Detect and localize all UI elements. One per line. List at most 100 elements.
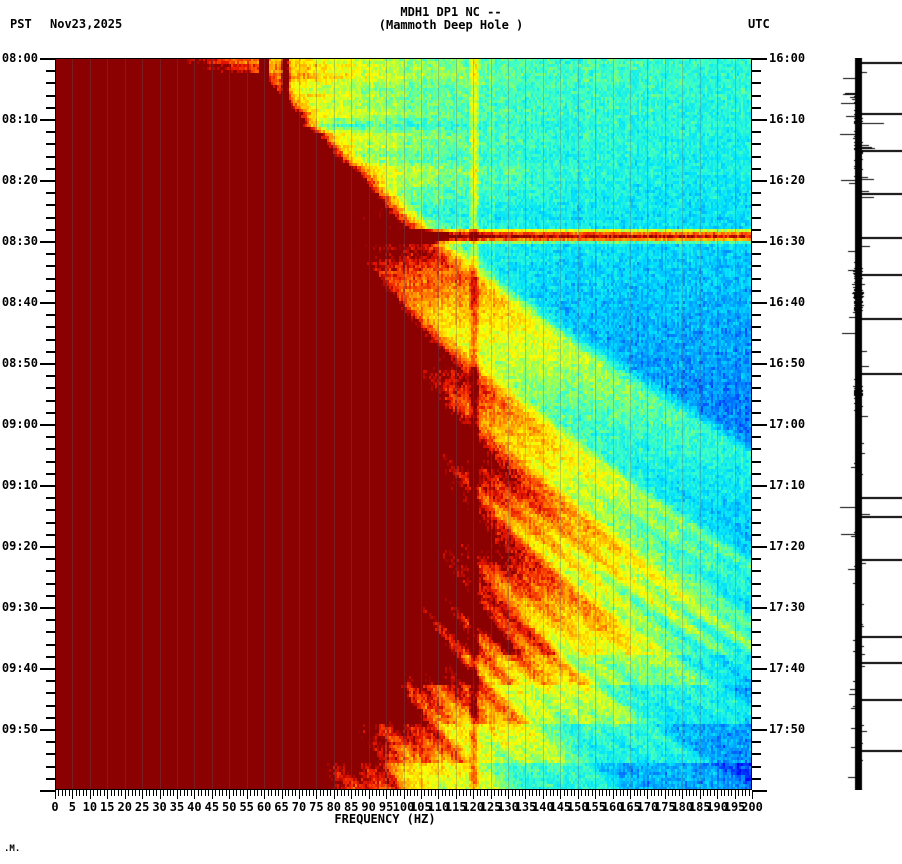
freq-minor-tick: [494, 790, 495, 796]
time-minor-tick-left: [46, 339, 55, 341]
time-minor-tick-right: [752, 497, 761, 499]
time-minor-tick-left: [46, 509, 55, 511]
freq-major-tick: [90, 790, 91, 799]
time-minor-tick-left: [46, 619, 55, 621]
freq-minor-tick: [574, 790, 575, 796]
freq-minor-tick: [128, 790, 129, 796]
freq-label-50: 50: [222, 800, 237, 814]
time-major-tick-left: [40, 424, 55, 426]
time-minor-tick-right: [752, 265, 761, 267]
freq-minor-tick: [644, 790, 645, 796]
freq-minor-tick: [146, 790, 147, 796]
freq-minor-tick: [355, 790, 356, 796]
freq-minor-tick: [724, 790, 725, 796]
freq-minor-tick: [397, 790, 398, 796]
freq-major-tick: [212, 790, 213, 799]
freq-label-70: 70: [291, 800, 307, 814]
time-minor-tick-right: [752, 70, 761, 72]
freq-minor-tick: [606, 790, 607, 796]
freq-minor-tick: [431, 790, 432, 796]
freq-minor-tick: [86, 790, 87, 796]
seismogram-trace-panel: [836, 58, 902, 790]
freq-minor-tick: [104, 790, 105, 796]
freq-major-tick: [247, 790, 248, 799]
freq-label-80: 80: [326, 800, 342, 814]
time-minor-tick-left: [46, 522, 55, 524]
freq-minor-tick: [330, 790, 331, 796]
freq-minor-tick: [121, 790, 122, 796]
freq-minor-tick: [111, 790, 112, 796]
freq-major-tick: [735, 790, 736, 799]
time-minor-tick-left: [46, 473, 55, 475]
time-major-tick-left: [40, 729, 55, 731]
freq-minor-tick: [567, 790, 568, 796]
time-minor-tick-right: [752, 705, 761, 707]
time-major-tick-right: [752, 302, 767, 304]
time-minor-tick-left: [46, 253, 55, 255]
time-minor-tick-right: [752, 278, 761, 280]
freq-minor-tick: [484, 790, 485, 796]
freq-minor-tick: [616, 790, 617, 796]
time-major-tick-right: [752, 180, 767, 182]
time-minor-tick-right: [752, 351, 761, 353]
time-label-pst-0830: 08:30: [1, 234, 38, 248]
freq-label-175: 175: [654, 800, 676, 814]
time-minor-tick-left: [46, 70, 55, 72]
time-minor-tick-left: [46, 631, 55, 633]
station-title-line1: MDH1 DP1 NC --: [400, 5, 502, 19]
time-minor-tick-left: [46, 705, 55, 707]
freq-minor-tick: [243, 790, 244, 796]
freq-minor-tick: [268, 790, 269, 796]
freq-minor-tick: [83, 790, 84, 796]
time-major-tick-right: [752, 729, 767, 731]
freq-minor-tick: [672, 790, 673, 796]
freq-label-160: 160: [601, 800, 624, 814]
time-label-pst-0900: 09:00: [1, 417, 38, 431]
freq-minor-tick: [581, 790, 582, 796]
freq-minor-tick: [198, 790, 199, 796]
freq-minor-tick: [201, 790, 202, 796]
freq-minor-tick: [219, 790, 220, 796]
time-minor-tick-left: [46, 680, 55, 682]
time-minor-tick-left: [46, 412, 55, 414]
time-label-utc-1600: 16:00: [769, 51, 806, 65]
freq-minor-tick: [205, 790, 206, 796]
freq-major-tick: [404, 790, 405, 799]
station-title-line2: (Mammoth Deep Hole ): [378, 18, 524, 32]
time-minor-tick-left: [46, 351, 55, 353]
freq-minor-tick: [153, 790, 154, 796]
time-minor-tick-right: [752, 314, 761, 316]
freq-minor-tick: [721, 790, 722, 796]
freq-minor-tick: [710, 790, 711, 796]
time-major-tick-left: [40, 485, 55, 487]
freq-minor-tick: [313, 790, 314, 796]
freq-major-tick: [264, 790, 265, 799]
freq-major-tick: [194, 790, 195, 799]
time-major-tick-right: [752, 241, 767, 243]
freq-label-100: 100: [392, 800, 415, 814]
freq-minor-tick: [477, 790, 478, 796]
freq-minor-tick: [410, 790, 411, 796]
freq-minor-tick: [139, 790, 140, 796]
freq-minor-tick: [512, 790, 513, 796]
time-major-tick-right: [752, 668, 767, 670]
freq-major-tick: [700, 790, 701, 799]
freq-minor-tick: [379, 790, 380, 796]
freq-label-120: 120: [462, 800, 485, 814]
freq-minor-tick: [250, 790, 251, 796]
freq-minor-tick: [362, 790, 363, 796]
time-minor-tick-right: [752, 448, 761, 450]
freq-minor-tick: [65, 790, 66, 796]
freq-minor-tick: [658, 790, 659, 796]
time-minor-tick-right: [752, 156, 761, 158]
freq-minor-tick: [435, 790, 436, 796]
time-minor-tick-right: [752, 766, 761, 768]
time-label-pst-0850: 08:50: [1, 356, 38, 370]
time-minor-tick-right: [752, 387, 761, 389]
freq-minor-tick: [745, 790, 746, 796]
freq-minor-tick: [393, 790, 394, 796]
freq-major-tick: [334, 790, 335, 799]
freq-minor-tick: [414, 790, 415, 796]
time-minor-tick-left: [46, 387, 55, 389]
freq-minor-tick: [79, 790, 80, 796]
